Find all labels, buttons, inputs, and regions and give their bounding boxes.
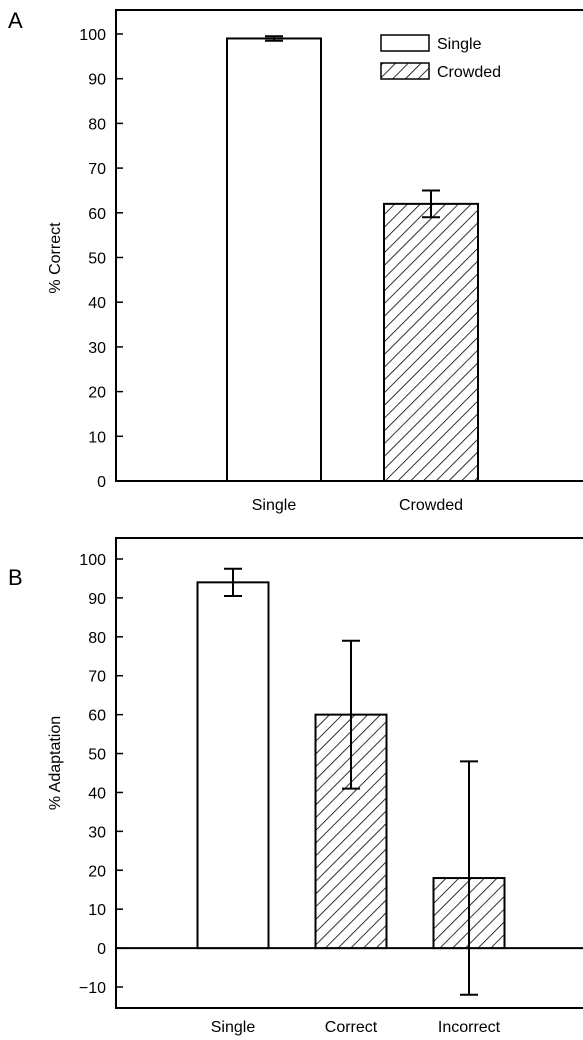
y-tick-label: 100 <box>79 27 106 44</box>
legend-swatch-crowded <box>380 62 430 80</box>
y-tick-label: 0 <box>97 474 106 491</box>
legend-label-crowded: Crowded <box>437 64 501 81</box>
legend-label-single: Single <box>437 36 482 53</box>
panel-a-chart: A % Correct 0 10 20 30 40 50 60 70 80 90 100 Singl… <box>8 8 583 514</box>
y-tick-label: 60 <box>88 708 106 725</box>
y-tick-label: 40 <box>88 295 106 312</box>
x-category-label: Correct <box>325 1019 378 1036</box>
panel-b-plot-frame <box>115 537 583 1009</box>
y-tick-label: 70 <box>88 161 106 178</box>
y-tick-label: 90 <box>88 591 106 608</box>
panel-b-y-ticks: −10 0 10 20 30 40 50 60 70 80 90 100 <box>79 552 123 997</box>
y-tick-label: 30 <box>88 340 106 357</box>
panel-a-legend: Single Crowded <box>380 34 501 81</box>
panel-b-y-axis-title: % Adaptation <box>47 716 64 810</box>
y-tick-label: 80 <box>88 116 106 133</box>
error-bar-crowded <box>422 189 440 219</box>
y-tick-label: 10 <box>88 902 106 919</box>
y-tick-label: 50 <box>88 251 106 268</box>
y-tick-label: 20 <box>88 385 106 402</box>
panel-b-label: B <box>8 565 23 590</box>
y-tick-label: 10 <box>88 429 106 446</box>
y-tick-label: 70 <box>88 669 106 686</box>
error-bar-correct <box>342 639 360 790</box>
panel-a-x-labels: Single Crowded <box>252 497 463 514</box>
x-category-label: Single <box>252 497 297 514</box>
panel-a-plot-frame <box>115 9 583 482</box>
panel-a-bars <box>226 35 479 483</box>
panel-b-x-labels: Single Correct Incorrect <box>211 1019 501 1036</box>
panel-a-y-axis-title: % Correct <box>47 222 64 294</box>
x-category-label: Single <box>211 1019 256 1036</box>
y-tick-label: 90 <box>88 72 106 89</box>
bar-single <box>226 37 322 482</box>
y-tick-label: 100 <box>79 552 106 569</box>
y-tick-label: 30 <box>88 824 106 841</box>
bar-crowded <box>383 202 479 483</box>
panel-b-bars <box>196 567 506 996</box>
y-tick-label: 20 <box>88 863 106 880</box>
legend-swatch-single <box>380 34 430 52</box>
y-tick-label: 0 <box>97 941 106 958</box>
panel-a-label: A <box>8 8 23 33</box>
y-tick-label: 50 <box>88 747 106 764</box>
y-tick-label: 80 <box>88 630 106 647</box>
error-bar-single <box>224 567 242 597</box>
error-bar-incorrect <box>460 760 478 996</box>
y-tick-label: 40 <box>88 785 106 802</box>
y-tick-label: 60 <box>88 206 106 223</box>
y-tick-label: −10 <box>79 980 106 997</box>
x-category-label: Crowded <box>399 497 463 514</box>
panel-a-y-ticks: 0 10 20 30 40 50 60 70 80 90 100 <box>79 27 123 491</box>
panel-b-chart: B % Adaptation −10 0 10 20 30 40 50 60 70 80 90 100… <box>8 537 583 1036</box>
x-category-label: Incorrect <box>438 1019 501 1036</box>
error-bar-single <box>265 35 283 42</box>
bar-single <box>196 581 270 950</box>
